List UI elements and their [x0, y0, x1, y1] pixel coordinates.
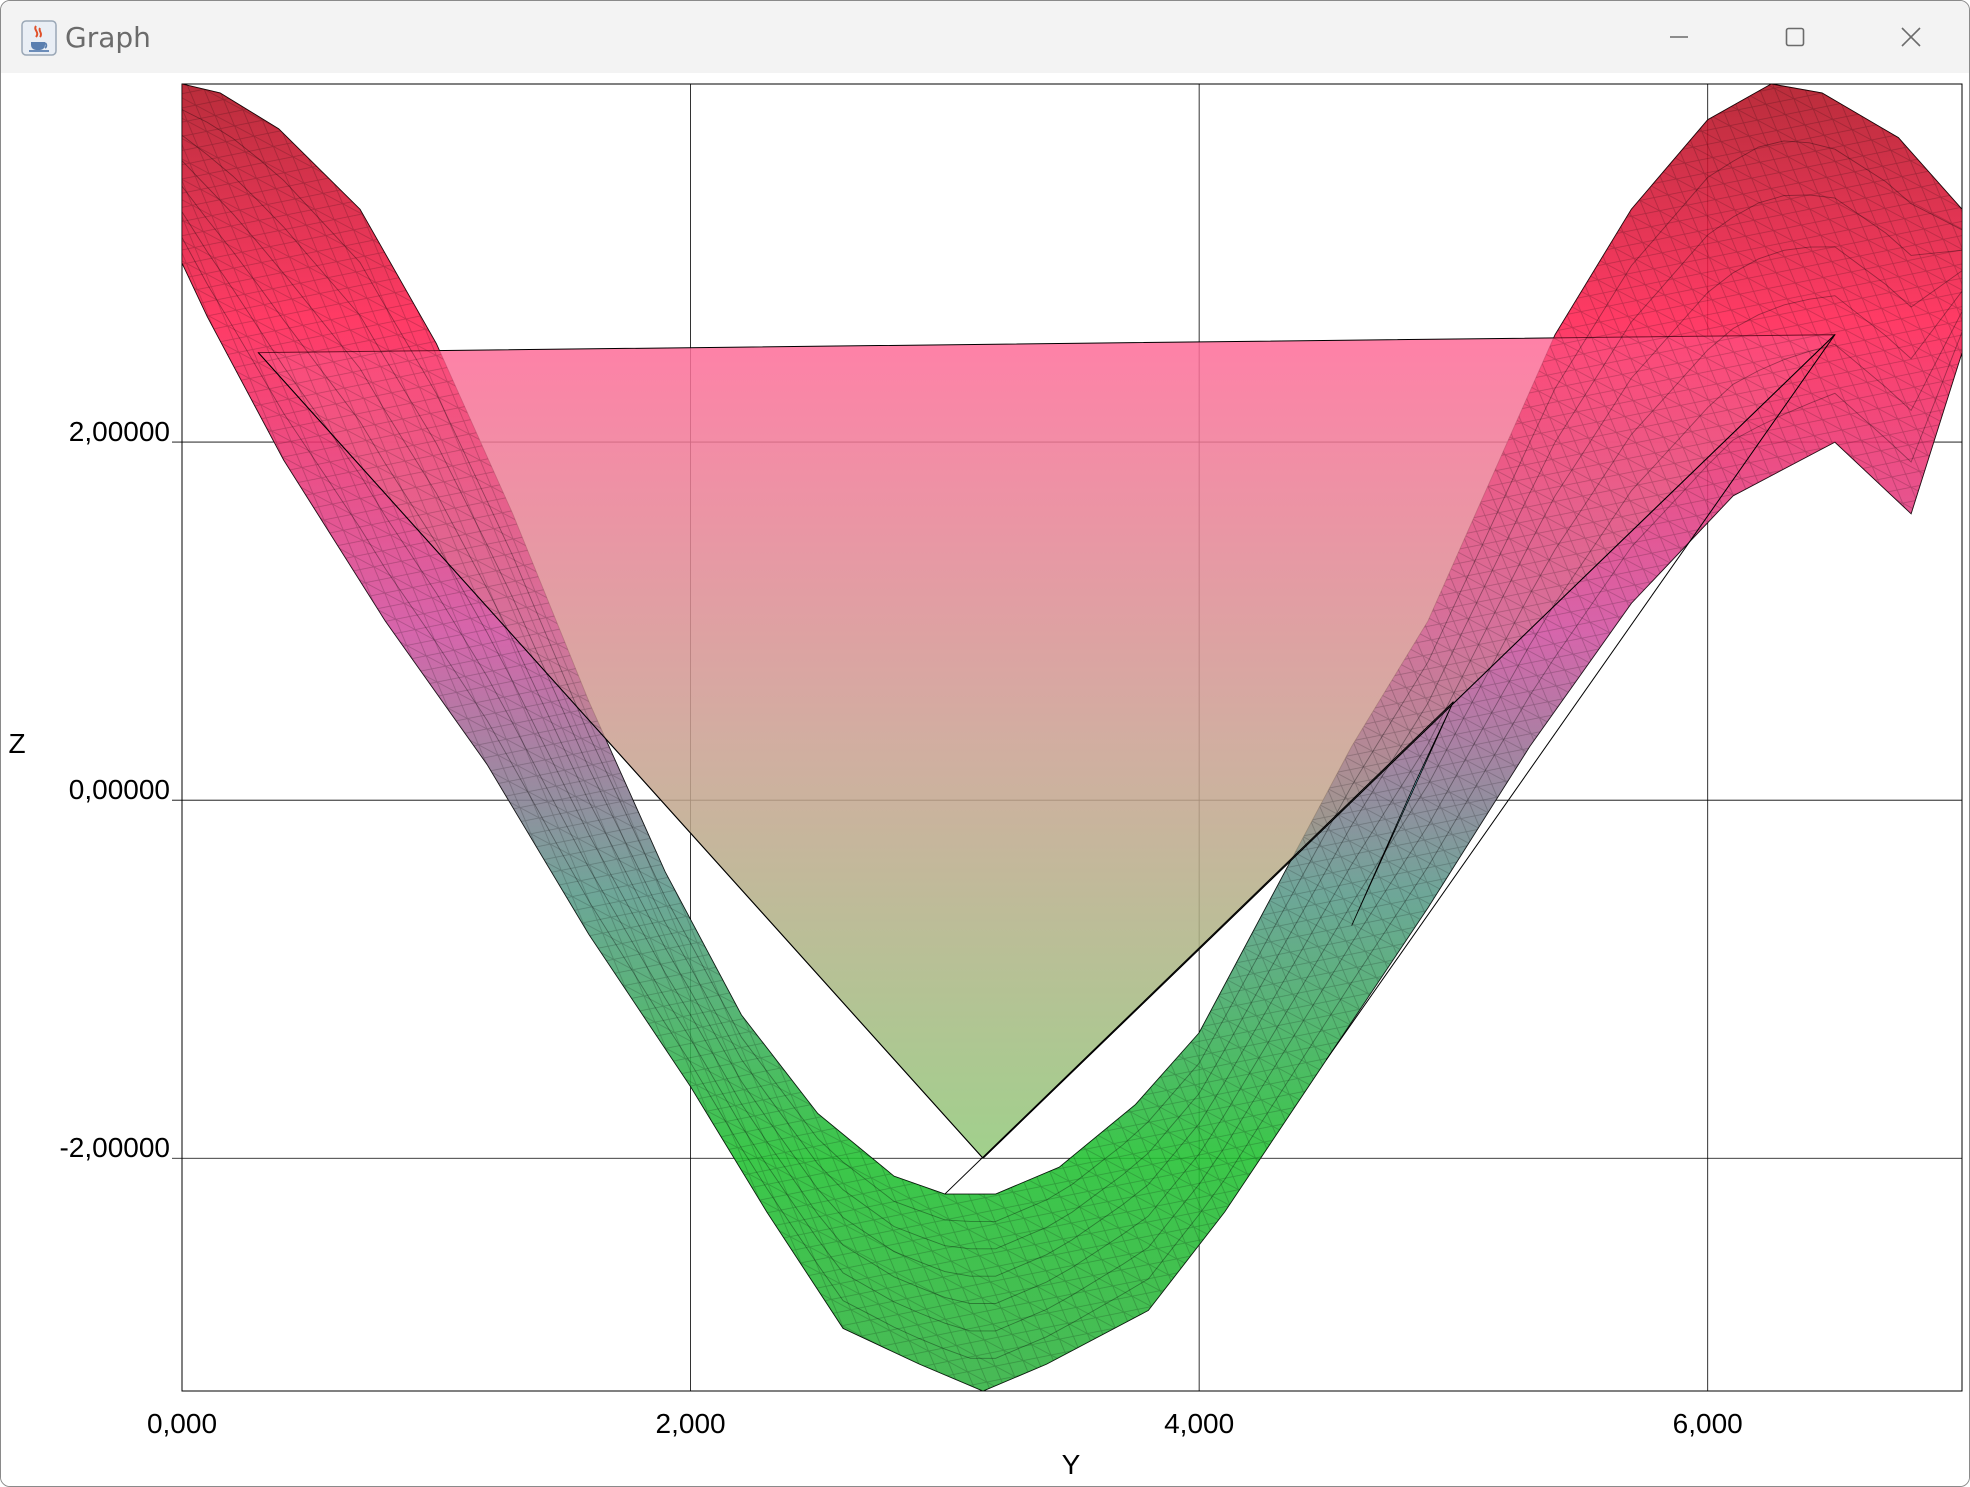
minimize-icon [1670, 36, 1688, 38]
fan-edge [944, 701, 1454, 1195]
surface-highlight [1351, 701, 1454, 926]
fan-edge [982, 334, 1836, 1159]
java-coffee-cup-icon [21, 20, 57, 56]
window-title: Graph [65, 21, 151, 54]
mesh-strand [182, 186, 1962, 1304]
mesh-strand [182, 237, 1962, 1359]
mesh-strand [182, 211, 1962, 1332]
fan-edge [1325, 334, 1836, 1061]
y-tick-label: 0,00000 [69, 774, 170, 805]
maximize-icon [1785, 27, 1805, 47]
mesh-strand [182, 134, 1962, 1250]
surface-mesh [182, 84, 1962, 1391]
x-tick-label: 2,000 [656, 1408, 726, 1439]
y-tick-label: -2,00000 [59, 1132, 170, 1163]
minimize-button[interactable] [1623, 1, 1735, 73]
fan-edge [257, 352, 984, 1159]
y-axis-label: Z [8, 728, 25, 759]
mesh-strand [182, 109, 1962, 1222]
maximize-button[interactable] [1739, 1, 1851, 73]
x-tick-label: 0,000 [147, 1408, 217, 1439]
surface-chart[interactable]: 0,000 2,000 4,000 6,000 2,00000 0,00000 -2,000… [1, 73, 1969, 1486]
close-button[interactable] [1855, 1, 1967, 73]
mesh-strand [182, 160, 1962, 1277]
x-tick-label: 4,000 [1164, 1408, 1234, 1439]
title-bar[interactable]: Graph [1, 1, 1969, 73]
y-tick-label: 2,00000 [69, 416, 170, 447]
x-tick-label: 6,000 [1673, 1408, 1743, 1439]
x-axis-label: Y [1062, 1449, 1081, 1480]
close-icon [1901, 27, 1921, 47]
chart-panel: 0,000 2,000 4,000 6,000 2,00000 0,00000 -2,000… [1, 73, 1969, 1486]
